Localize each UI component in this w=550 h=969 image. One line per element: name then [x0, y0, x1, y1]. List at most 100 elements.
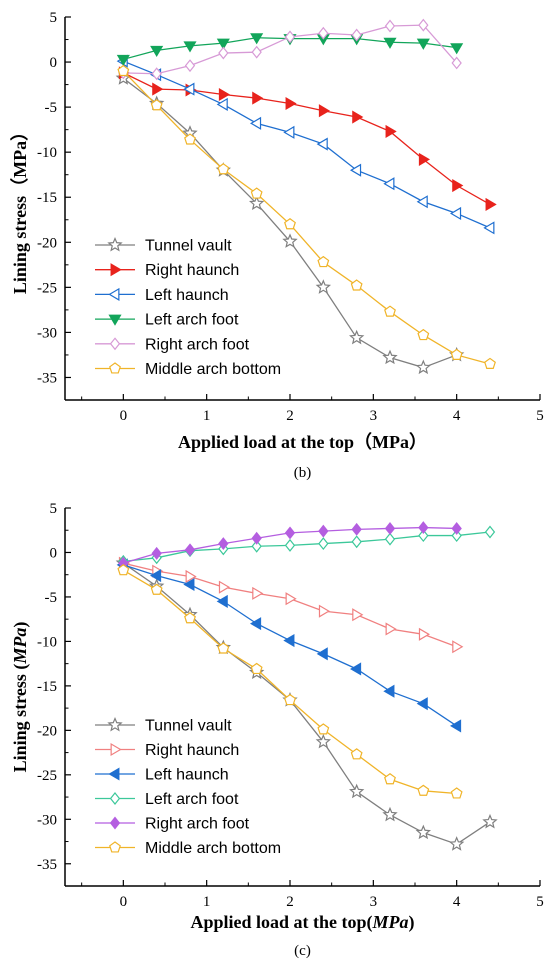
legend-marker [110, 742, 122, 757]
data-point [284, 218, 296, 230]
legend-item: Middle arch bottom [95, 361, 281, 378]
data-point [451, 521, 462, 535]
data-point [184, 133, 196, 145]
data-point [451, 529, 462, 543]
legend-label: Left arch foot [145, 312, 239, 329]
data-point [417, 328, 430, 341]
data-point [248, 195, 265, 211]
data-point [151, 67, 162, 81]
data-point [418, 18, 429, 32]
data-point [448, 836, 465, 851]
series-line [123, 569, 457, 795]
series-left-haunch [116, 54, 495, 235]
series-line [123, 60, 491, 229]
data-point [151, 546, 162, 560]
y-tick-label: 0 [50, 55, 58, 71]
data-point [384, 532, 396, 546]
data-point [284, 30, 296, 44]
legend-marker [109, 337, 121, 351]
y-tick-label: -10 [37, 145, 57, 161]
series-right-arch-foot [118, 18, 462, 81]
data-point [351, 28, 362, 42]
data-point [284, 526, 296, 540]
data-point [184, 543, 196, 557]
data-point [451, 56, 462, 70]
y-tick-label: -35 [37, 370, 57, 386]
y-tick-label: -25 [37, 280, 57, 296]
legend-marker [108, 287, 120, 301]
series-line [122, 70, 491, 365]
data-point [384, 305, 396, 317]
legend-label: Right arch foot [145, 816, 250, 833]
legend-label: Tunnel vault [145, 238, 232, 255]
data-point [385, 622, 397, 636]
x-tick-label: 5 [536, 408, 544, 424]
y-tick-label: 0 [50, 545, 58, 561]
x-tick-label: 2 [286, 894, 294, 910]
data-point [117, 64, 130, 77]
data-point [418, 529, 429, 543]
legend-marker [109, 792, 121, 805]
legend-item: Tunnel vault [95, 716, 232, 735]
data-point [484, 525, 496, 539]
legend-item: Left haunch [95, 767, 229, 784]
x-tick-label: 4 [453, 894, 461, 910]
data-point [416, 38, 430, 50]
legend-label: Left haunch [145, 767, 229, 784]
data-point [382, 806, 398, 822]
legend-marker [110, 263, 122, 277]
y-tick-label: 5 [50, 10, 58, 26]
data-point [348, 329, 365, 345]
y-tick-label: -5 [45, 590, 58, 606]
series-right-arch-foot [118, 521, 462, 570]
data-point [283, 633, 295, 648]
data-point [216, 38, 230, 50]
y-tick-label: -10 [37, 634, 57, 650]
legend-label: Middle arch bottom [145, 361, 281, 378]
data-point [415, 824, 432, 840]
chart-panel-c: 5 0 -5 -10 -15 -20 -25 -30 -35 0 1 2 3 4 5 Applied load… [10, 501, 544, 959]
legend-marker [107, 716, 123, 732]
series-line [123, 531, 491, 563]
x-tick-label: 3 [370, 408, 378, 424]
data-point [117, 564, 130, 576]
data-point [283, 125, 295, 139]
y-tick-label: 5 [50, 501, 58, 517]
y-axis-title: Lining stress (MPa) [10, 622, 31, 773]
data-point [416, 697, 428, 711]
legend-item: Right arch foot [95, 336, 250, 353]
series-left-haunch [116, 558, 462, 733]
data-point [485, 197, 497, 211]
legend-label: Tunnel vault [145, 718, 232, 735]
legend-item: Right haunch [95, 262, 239, 279]
legend-marker [108, 314, 122, 326]
y-tick-label: -20 [37, 723, 57, 739]
data-point [152, 82, 164, 96]
data-point [352, 608, 364, 622]
data-point [249, 617, 262, 631]
legend-label: Left arch foot [145, 791, 239, 808]
data-point [452, 178, 464, 193]
data-point [449, 206, 462, 221]
data-point [250, 187, 263, 199]
series-middle-arch-bottom [117, 64, 496, 369]
legend-label: Right haunch [145, 742, 239, 759]
x-tick-label: 3 [370, 894, 378, 910]
data-point [348, 783, 365, 799]
y-tick-label: -15 [37, 679, 57, 695]
data-point [284, 538, 296, 552]
data-point [418, 627, 431, 641]
legend-item: Left haunch [95, 287, 229, 304]
data-point [284, 693, 296, 706]
y-tick-label: -5 [45, 100, 58, 116]
data-point [249, 116, 262, 130]
legend: Tunnel vault Right haunch Left haunch Left … [95, 716, 281, 857]
legend-item: Tunnel vault [95, 236, 232, 255]
data-point [216, 594, 228, 608]
legend-marker [109, 362, 121, 374]
data-point [450, 348, 463, 360]
legend-marker [109, 816, 121, 830]
data-point [217, 642, 230, 654]
data-point [318, 604, 331, 618]
panel-label: (c) [294, 943, 311, 959]
